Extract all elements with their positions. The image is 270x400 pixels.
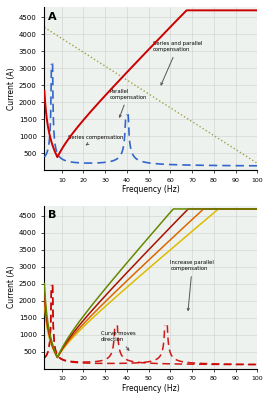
Text: Series and parallel
compensation: Series and parallel compensation — [153, 41, 202, 85]
X-axis label: Frequency (Hz): Frequency (Hz) — [122, 186, 180, 194]
Text: Increase parallel
compensation: Increase parallel compensation — [170, 260, 214, 310]
Text: B: B — [48, 210, 56, 220]
Text: Curve moves
direction: Curve moves direction — [101, 331, 136, 350]
Y-axis label: Current (A): Current (A) — [7, 266, 16, 308]
Text: Series compensation: Series compensation — [68, 136, 124, 145]
Text: A: A — [48, 12, 56, 22]
Text: Parallel
compensation: Parallel compensation — [110, 89, 147, 117]
X-axis label: Frequency (Hz): Frequency (Hz) — [122, 384, 180, 393]
Y-axis label: Current (A): Current (A) — [7, 67, 16, 110]
